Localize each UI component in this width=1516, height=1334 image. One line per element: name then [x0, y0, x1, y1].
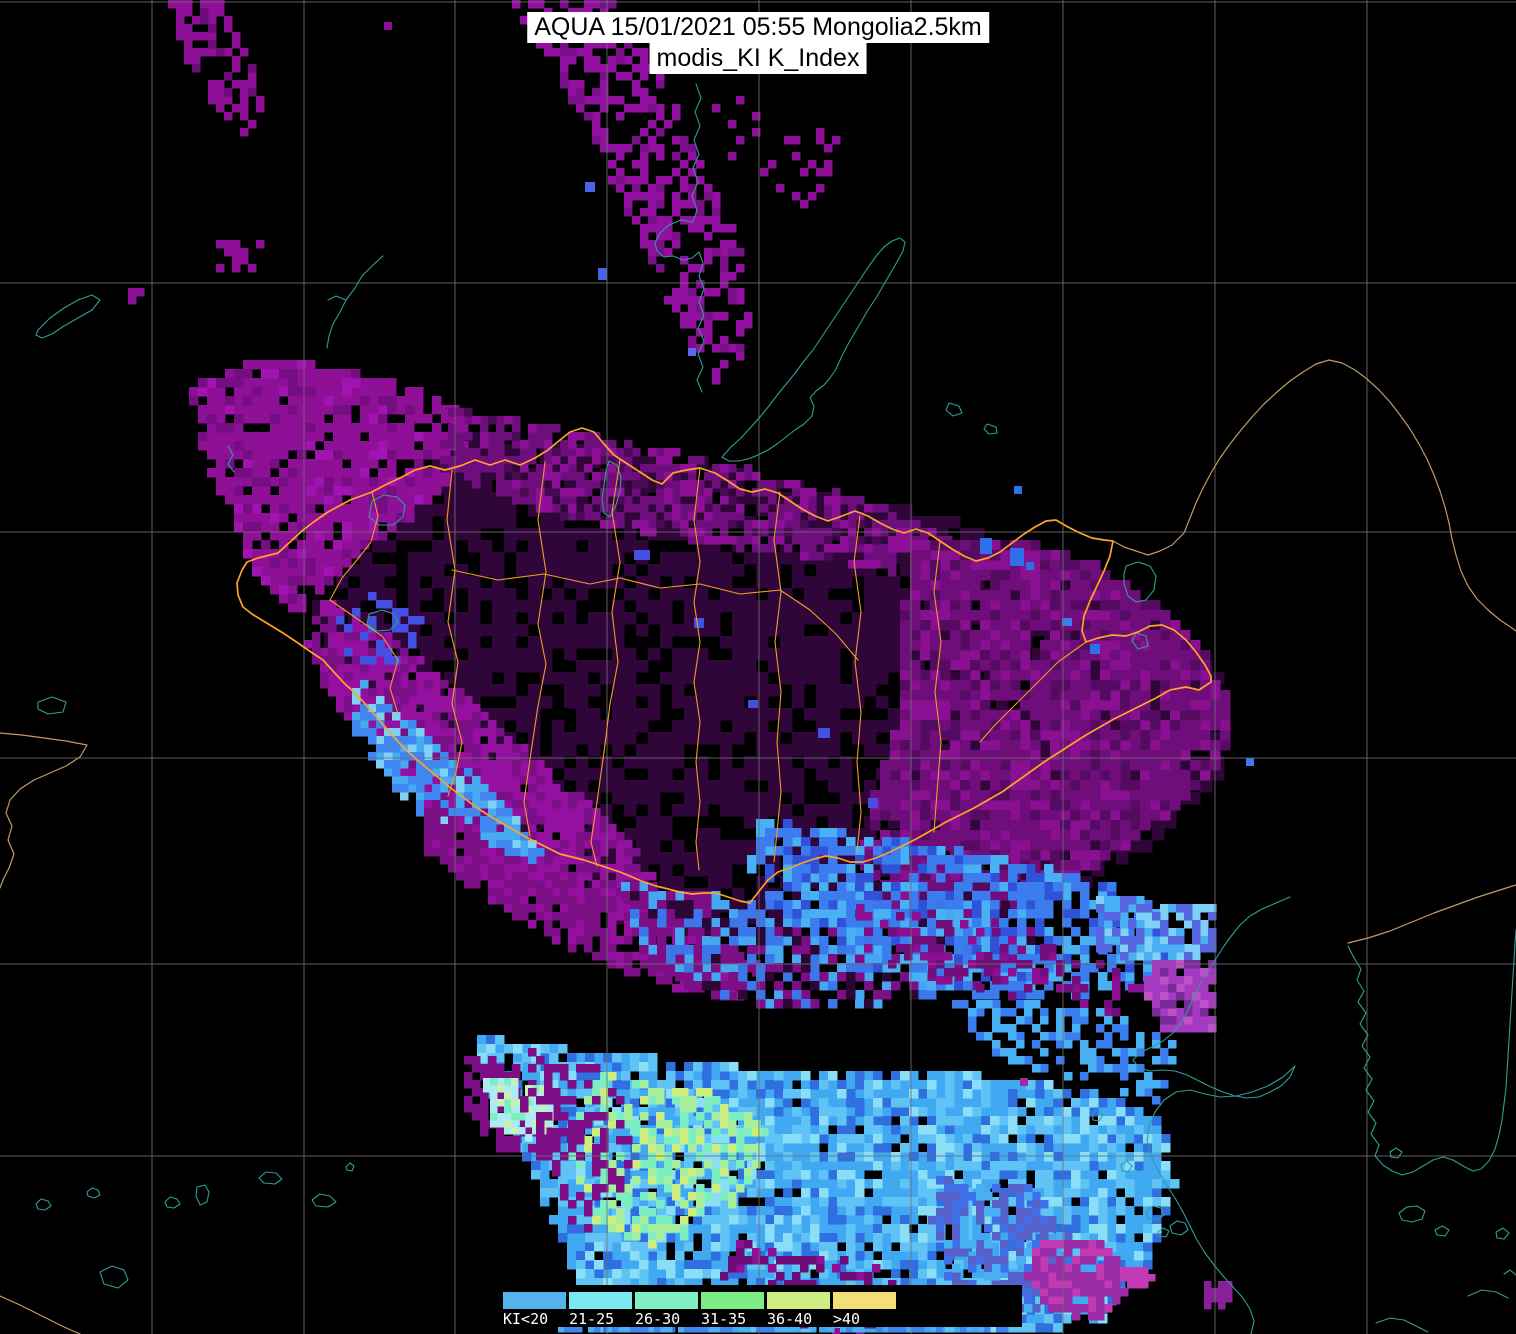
legend-label->40: >40: [833, 1310, 861, 1328]
legend-label-26-30: 26-30: [635, 1310, 681, 1328]
coastline-layer: [35, 83, 1516, 1334]
legend-label-21-25: 21-25: [569, 1310, 615, 1328]
legend-swatch-26-30: [635, 1292, 698, 1309]
legend-label-KI<20: KI<20: [503, 1310, 549, 1328]
legend-strip: KI<20 21-25 26-30 31-35 36-40 >40: [490, 1285, 1022, 1328]
legend-swatch-KI<20: [503, 1292, 566, 1309]
province-border-layer: [329, 459, 1087, 871]
legend-swatch->40: [833, 1292, 896, 1309]
legend-label-36-40: 36-40: [767, 1310, 813, 1328]
foreign-border-layer: [0, 359, 1516, 1334]
legend-swatch-21-25: [569, 1292, 632, 1309]
legend-swatch-31-35: [701, 1292, 764, 1309]
legend-swatch-36-40: [767, 1292, 830, 1309]
data-speck-layer: [384, 22, 1254, 1086]
country-border-layer: [236, 427, 1212, 904]
legend-label-31-35: 31-35: [701, 1310, 747, 1328]
